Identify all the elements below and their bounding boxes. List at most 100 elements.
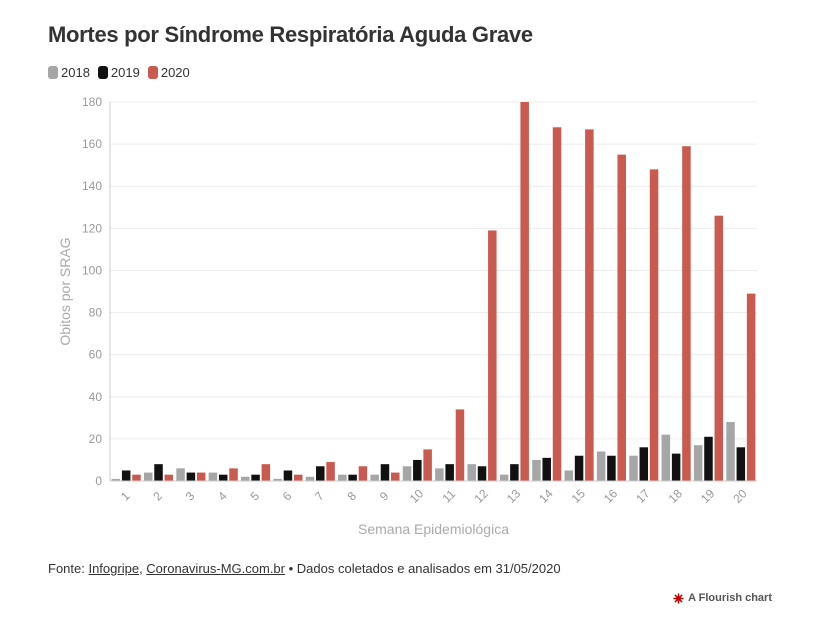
legend-label: 2018 (61, 65, 90, 80)
source-footer: Fonte: Infogripe, Coronavirus-MG.com.br … (48, 561, 561, 576)
legend-item-2019[interactable]: 2019 (97, 65, 140, 80)
x-tick-label: 6 (280, 489, 295, 504)
x-tick-label: 7 (312, 489, 327, 504)
flourish-logo-icon (673, 592, 684, 604)
bar-2020-week-18[interactable] (682, 146, 691, 481)
bar-2020-week-20[interactable] (746, 293, 756, 481)
bar-2018-week-12[interactable] (467, 464, 476, 481)
bar-2018-week-14[interactable] (532, 459, 541, 481)
bar-2020-week-7[interactable] (326, 462, 335, 481)
bar-2019-week-7[interactable] (316, 466, 325, 481)
bar-2019-week-10[interactable] (413, 459, 422, 481)
bar-2020-week-13[interactable] (520, 102, 529, 481)
legend-label: 2019 (110, 65, 140, 80)
bar-2019-week-16[interactable] (607, 455, 616, 481)
bar-2019-week-12[interactable] (477, 466, 487, 481)
legend-item-2018[interactable]: 2018 (48, 65, 90, 80)
chart-title: Mortes por Síndrome Respiratória Aguda G… (48, 22, 533, 47)
bar-2020-week-12[interactable] (488, 230, 497, 481)
x-tick-label: 13 (504, 486, 524, 506)
credit-text: A Flourish chart (688, 592, 772, 604)
coronavirus-mg-link[interactable]: Coronavirus-MG.com.br (146, 561, 285, 576)
footer-separator: , (139, 561, 147, 576)
bar-2018-week-7[interactable] (305, 476, 315, 481)
bar-2019-week-1[interactable] (121, 470, 131, 481)
x-tick-label: 15 (569, 486, 589, 506)
bar-2020-week-17[interactable] (649, 169, 659, 481)
x-tick-label: 18 (666, 486, 686, 506)
bar-2018-week-20[interactable] (726, 422, 735, 481)
bar-2018-week-4[interactable] (208, 472, 218, 481)
bar-2018-week-2[interactable] (143, 472, 153, 481)
y-tick-label: 20 (89, 432, 103, 446)
infogripe-link[interactable]: Infogripe (88, 561, 140, 576)
bar-2019-week-18[interactable] (671, 453, 681, 481)
bar-2019-week-2[interactable] (154, 464, 163, 481)
y-tick-label: 40 (89, 390, 103, 404)
bar-2019-week-4[interactable] (218, 474, 228, 481)
bar-2018-week-3[interactable] (176, 468, 185, 481)
bar-2018-week-8[interactable] (338, 474, 347, 481)
footer-suffix: • Dados coletados e analisados em 31/05/… (285, 561, 561, 576)
x-tick-label: 4 (215, 489, 230, 504)
x-tick-label: 1 (118, 489, 133, 504)
x-tick-label: 2 (150, 489, 165, 504)
bar-2018-week-16[interactable] (596, 451, 606, 481)
x-axis-label: Semana Epidemiológica (358, 521, 509, 537)
bar-2018-week-15[interactable] (564, 470, 574, 481)
bar-2018-week-1[interactable] (111, 478, 121, 481)
bar-2018-week-9[interactable] (370, 474, 379, 481)
bar-2019-week-9[interactable] (380, 464, 390, 481)
x-tick-label: 11 (439, 487, 458, 506)
x-tick-label: 10 (407, 486, 427, 506)
x-tick-label: 5 (247, 489, 262, 504)
y-tick-label: 60 (89, 348, 103, 362)
bar-2020-week-19[interactable] (714, 215, 724, 481)
legend-swatch (97, 66, 108, 79)
bar-2020-week-16[interactable] (617, 154, 626, 481)
bar-2020-week-3[interactable] (196, 472, 206, 481)
x-tick-label: 17 (633, 486, 653, 506)
bar-2018-week-5[interactable] (241, 476, 250, 481)
bar-2020-week-14[interactable] (552, 127, 562, 481)
x-tick-label: 14 (536, 486, 556, 506)
bar-2018-week-10[interactable] (402, 466, 412, 481)
bar-2019-week-6[interactable] (283, 470, 293, 481)
bar-2020-week-15[interactable] (585, 129, 594, 481)
bar-2020-week-1[interactable] (132, 474, 141, 481)
bar-2018-week-6[interactable] (273, 478, 282, 481)
y-tick-label: 80 (89, 306, 103, 320)
bar-2018-week-11[interactable] (435, 468, 444, 481)
flourish-credit[interactable]: A Flourish chart (673, 592, 772, 604)
x-tick-label: 3 (183, 489, 198, 504)
bar-2019-week-5[interactable] (251, 474, 260, 481)
bar-2020-week-2[interactable] (164, 474, 174, 481)
bar-2020-week-11[interactable] (455, 409, 465, 481)
bar-2019-week-8[interactable] (348, 474, 357, 481)
bar-2018-week-13[interactable] (499, 474, 509, 481)
bar-2018-week-17[interactable] (629, 455, 638, 481)
x-tick-label: 8 (344, 489, 359, 504)
y-tick-label: 160 (82, 137, 102, 151)
bar-2019-week-11[interactable] (445, 464, 454, 481)
bar-2019-week-14[interactable] (542, 457, 551, 481)
bar-2020-week-4[interactable] (229, 468, 238, 481)
y-tick-label: 0 (95, 474, 102, 488)
bar-2020-week-8[interactable] (358, 466, 368, 481)
bar-2019-week-13[interactable] (510, 464, 519, 481)
bar-2019-week-3[interactable] (186, 472, 196, 481)
bar-2019-week-17[interactable] (639, 447, 649, 481)
y-tick-label: 140 (82, 179, 102, 193)
legend-swatch (147, 66, 158, 79)
bar-2019-week-15[interactable] (574, 455, 584, 481)
bar-2020-week-10[interactable] (423, 449, 432, 481)
legend-item-2020[interactable]: 2020 (147, 65, 190, 80)
bar-2020-week-5[interactable] (261, 464, 271, 481)
bar-2020-week-6[interactable] (293, 474, 303, 481)
bar-2020-week-9[interactable] (391, 472, 400, 481)
bar-2019-week-19[interactable] (704, 436, 713, 481)
bar-2019-week-20[interactable] (736, 447, 746, 481)
bar-2018-week-19[interactable] (693, 445, 703, 481)
bar-2018-week-18[interactable] (661, 434, 671, 481)
